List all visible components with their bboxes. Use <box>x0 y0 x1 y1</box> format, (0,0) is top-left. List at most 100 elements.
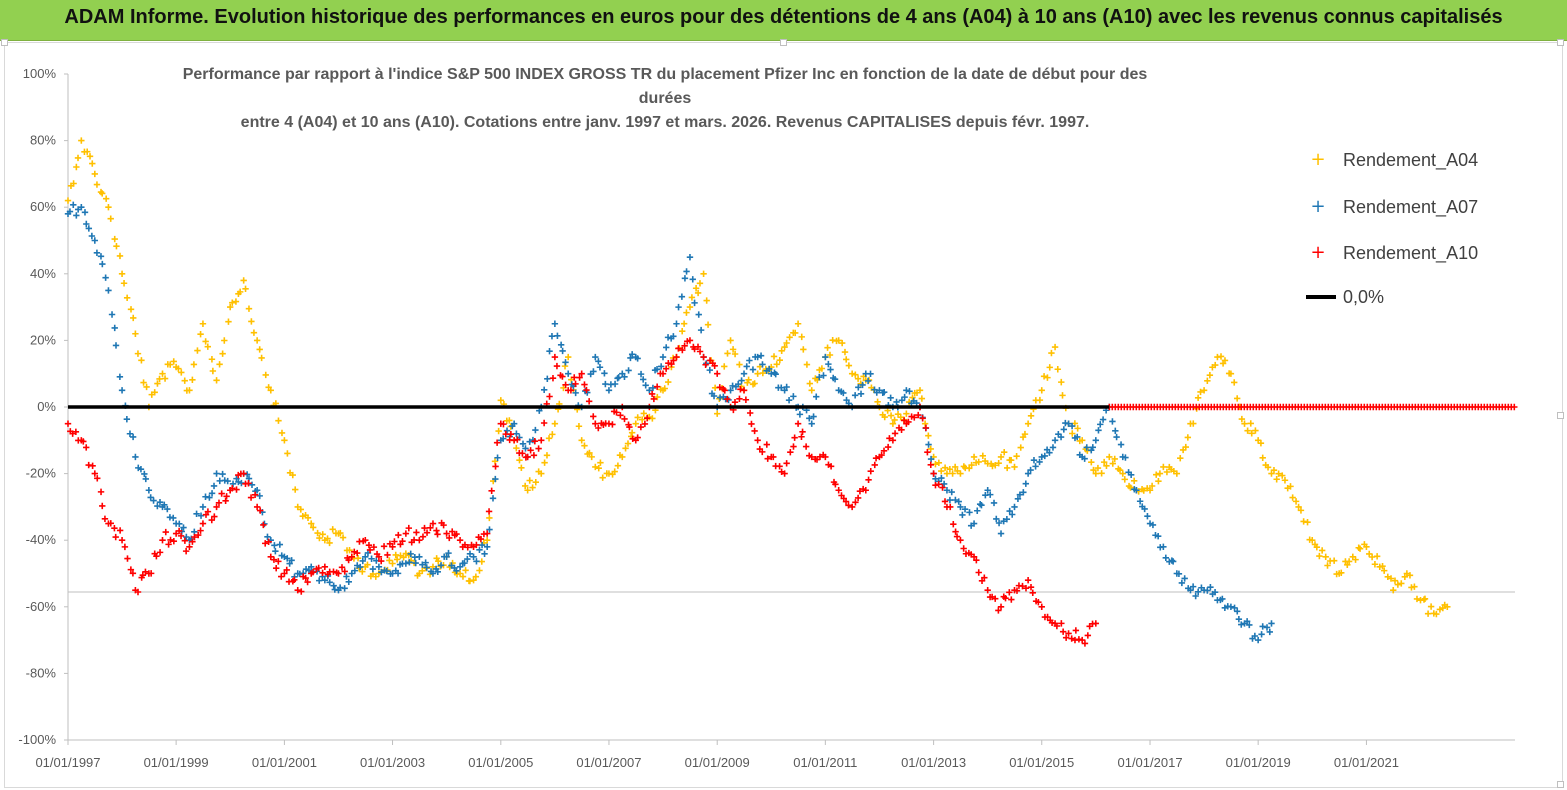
series-rendement-a07-point <box>443 553 450 561</box>
series-rendement-a04-point <box>99 190 106 197</box>
series-rendement-a04-point <box>549 431 556 438</box>
series-rendement-a04-point <box>197 330 204 338</box>
series-rendement-a04-point <box>1069 430 1076 437</box>
series-rendement-a04-point <box>219 350 226 357</box>
series-rendement-a04-point <box>127 306 135 313</box>
series-rendement-a10-point <box>153 553 160 560</box>
series-rendement-a07-point <box>906 388 913 395</box>
series-rendement-a04-point <box>918 395 926 402</box>
series-rendement-a10-point <box>304 578 311 586</box>
resize-handle-top-right[interactable] <box>1557 39 1564 46</box>
series-rendement-a10-point <box>686 337 694 344</box>
series-rendement-a10-point <box>798 433 805 440</box>
y-tick-label: -40% <box>26 532 57 547</box>
series-rendement-a10-point <box>822 453 829 461</box>
resize-handle-middle-right[interactable] <box>1557 412 1564 419</box>
resize-handle-bottom-right[interactable] <box>1557 781 1564 788</box>
series-rendement-a10-point <box>218 490 225 497</box>
series-rendement-a10-point <box>776 463 783 470</box>
series-rendement-a10-point <box>648 390 656 398</box>
series-rendement-a04-point <box>232 298 240 305</box>
series-rendement-a04-point <box>624 440 632 447</box>
series-rendement-a07-point <box>1109 418 1116 425</box>
series-rendement-a04-point <box>1021 430 1029 438</box>
series-rendement-a04-point <box>529 484 536 491</box>
series-rendement-a07-point <box>510 420 518 427</box>
series-rendement-a04-point <box>240 277 247 284</box>
x-tick-label: 01/01/2017 <box>1117 755 1182 770</box>
series-rendement-a07-point <box>1268 620 1275 627</box>
series-rendement-a04-point <box>1177 455 1184 462</box>
series-rendement-a04-point <box>992 462 999 469</box>
series-rendement-a04-point <box>130 314 137 322</box>
series-rendement-a07-point <box>419 561 426 568</box>
series-rendement-a10-point <box>953 533 961 540</box>
series-rendement-a04-point <box>1390 586 1397 594</box>
series-rendement-a10-point <box>930 470 937 477</box>
series-rendement-a07-point <box>562 359 569 366</box>
series-rendement-a04-point <box>248 318 255 325</box>
series-rendement-a10-point <box>845 502 852 509</box>
series-rendement-a07-point <box>590 368 597 375</box>
series-rendement-a04-point <box>483 537 491 544</box>
series-rendement-a07-point <box>938 474 945 482</box>
series-rendement-a07-point <box>1068 422 1076 430</box>
series-rendement-a04-point <box>89 160 96 167</box>
x-tick-label: 01/01/2001 <box>252 755 317 770</box>
chart-title-line-1: Performance par rapport à l'indice S&P 5… <box>182 66 1148 107</box>
series-rendement-a10-point <box>621 415 628 423</box>
series-rendement-a07-point <box>738 377 745 384</box>
series-rendement-a04-point <box>1244 427 1251 434</box>
series-rendement-a10-point <box>1072 627 1080 634</box>
series-rendement-a07-point <box>602 380 609 388</box>
series-rendement-a04-point <box>140 379 147 386</box>
resize-handle-top-left[interactable] <box>1 39 8 46</box>
series-rendement-a07-point <box>111 324 118 332</box>
resize-handle-top-center[interactable] <box>780 39 787 46</box>
x-tick-label: 01/01/2019 <box>1226 755 1291 770</box>
series-rendement-a04-point <box>683 309 690 316</box>
series-rendement-a04-point <box>704 321 712 328</box>
series-rendement-a10-point <box>995 607 1002 614</box>
series-rendement-a07-point <box>407 550 414 558</box>
series-rendement-a10-point <box>134 588 142 596</box>
series-rendement-a04-point <box>979 452 987 460</box>
series-rendement-a07-point <box>978 501 985 509</box>
series-rendement-a04-point <box>1148 482 1156 490</box>
series-rendement-a10-point <box>83 444 90 451</box>
series-rendement-a04-point <box>800 346 807 353</box>
series-rendement-a10-point <box>1029 589 1036 596</box>
series-rendement-a10-point <box>878 451 885 459</box>
series-rendement-a04-point <box>354 555 362 562</box>
series-rendement-a07-point <box>932 475 939 482</box>
series-rendement-a07-point <box>987 491 994 498</box>
x-tick-label: 01/01/2015 <box>1009 755 1074 770</box>
series-rendement-a07-point <box>394 570 402 577</box>
series-rendement-a04-point <box>1078 437 1086 444</box>
series-rendement-a07-point <box>1051 437 1059 444</box>
series-rendement-a07-point <box>595 358 602 365</box>
series-rendement-a10-point <box>854 494 862 502</box>
series-rendement-a04-point <box>703 297 710 304</box>
series-rendement-a07-point <box>855 384 862 391</box>
series-rendement-a10-point <box>97 488 105 496</box>
series-rendement-a10-point <box>351 548 358 556</box>
series-rendement-a07-point <box>825 360 832 368</box>
series-rendement-a07-point <box>625 367 632 374</box>
series-rendement-a10-point <box>670 357 677 364</box>
series-rendement-a04-point <box>694 289 702 297</box>
series-rendement-a07-point <box>880 388 888 396</box>
series-rendement-a10-point <box>681 342 688 350</box>
series-rendement-a04-point <box>472 573 480 580</box>
series-rendement-a10-point <box>170 537 178 545</box>
series-rendement-a04-point <box>113 242 120 250</box>
series-rendement-a07-point <box>605 387 613 394</box>
series-rendement-a10-point <box>759 448 766 456</box>
legend-item-a04: + Rendement_A04 <box>1300 148 1500 172</box>
series-rendement-a07-point <box>649 384 657 392</box>
series-rendement-a10-point <box>1053 622 1061 630</box>
series-rendement-a07-point <box>199 503 207 511</box>
series-rendement-a10-point <box>581 381 588 388</box>
series-rendement-a10-point <box>375 553 383 561</box>
series-rendement-a10-point <box>714 370 721 377</box>
